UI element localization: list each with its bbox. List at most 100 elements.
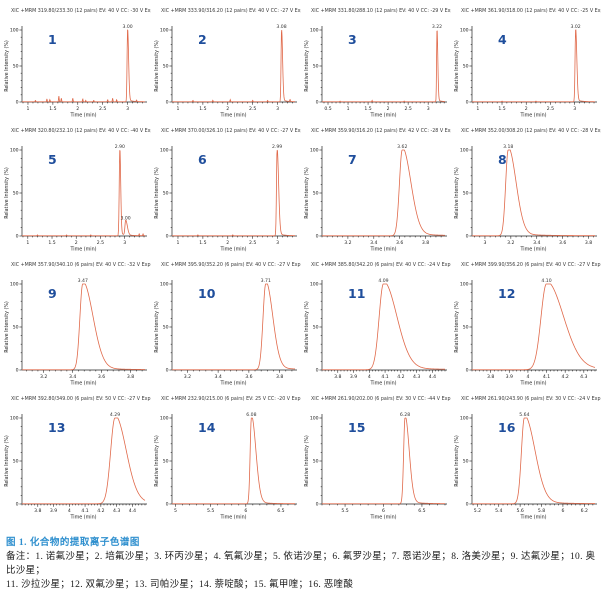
panel-title: XIC +MRM 361.90/318.00 (12 pairs) EV: 40… xyxy=(461,8,601,14)
x-axis-label: Time (min) xyxy=(69,515,96,521)
x-tick-label: 3 xyxy=(276,240,279,246)
x-tick-label: 3.2 xyxy=(40,374,47,380)
x-axis-label: Time (min) xyxy=(519,113,546,119)
x-tick-label: 3.4 xyxy=(69,374,76,380)
x-tick-label: 4.1 xyxy=(543,374,550,380)
x-tick-label: 3.2 xyxy=(184,374,191,380)
chromatogram-trace xyxy=(22,29,145,103)
y-axis-label: Relative Intensity (%) xyxy=(304,167,310,219)
x-tick-label: 5 xyxy=(174,508,177,514)
x-tick-label: 3.9 xyxy=(506,374,513,380)
x-tick-label: 4.4 xyxy=(129,508,136,514)
x-tick-label: 3 xyxy=(276,106,279,112)
x-tick-label: 1.5 xyxy=(498,106,505,112)
x-tick-label: 5.4 xyxy=(495,508,502,514)
x-tick-label: 2 xyxy=(387,106,390,112)
y-tick-label: 50 xyxy=(313,325,319,331)
x-axis-label: Time (min) xyxy=(69,381,96,387)
y-axis-label: Relative Intensity (%) xyxy=(154,301,160,353)
panel-number: 9 xyxy=(48,286,57,301)
chromatogram-trace xyxy=(322,283,445,371)
x-tick-label: 2 xyxy=(525,106,528,112)
figure-note-line2: 11. 沙拉沙星；12. 双氟沙星；13. 司帕沙星；14. 萘啶酸；15. 氟… xyxy=(6,579,354,590)
x-tick-label: 3.8 xyxy=(422,240,429,246)
y-tick-label: 100 xyxy=(160,28,169,34)
chromatogram-trace xyxy=(22,150,145,237)
y-axis-label: Relative Intensity (%) xyxy=(4,167,10,219)
chromatogram-panel: XIC +MRM 385.80/342.20 (6 pairs) EV: 40 … xyxy=(304,262,451,387)
x-axis-label: Time (min) xyxy=(219,113,246,119)
x-tick-label: 4.2 xyxy=(562,374,569,380)
y-tick-label: 50 xyxy=(163,325,169,331)
y-tick-label: 100 xyxy=(10,28,19,34)
y-axis-label: Relative Intensity (%) xyxy=(304,435,310,487)
chromatogram-panel: XIC +MRM 359.90/316.20 (12 pairs) EV: 42… xyxy=(304,128,451,253)
y-tick-label: 100 xyxy=(160,416,169,422)
y-tick-label: 50 xyxy=(313,191,319,197)
x-tick-label: 4.1 xyxy=(381,374,388,380)
x-tick-label: 4.1 xyxy=(81,508,88,514)
peak-time-label: 4.09 xyxy=(378,278,388,284)
x-axis-label: Time (min) xyxy=(369,247,396,253)
x-tick-label: 3.8 xyxy=(127,374,134,380)
chromatogram-panel: XIC +MRM 319.80/233.30 (12 pairs) EV: 40… xyxy=(4,8,151,119)
x-tick-label: 3.4 xyxy=(533,240,540,246)
y-tick-label: 0 xyxy=(316,368,319,374)
chromatogram-panel: XIC +MRM 357.90/340.10 (6 pairs) EV: 40 … xyxy=(4,262,151,387)
y-axis-label: Relative Intensity (%) xyxy=(304,40,310,92)
x-tick-label: 6 xyxy=(561,508,564,514)
x-tick-label: 5.2 xyxy=(474,508,481,514)
x-tick-label: 4.4 xyxy=(429,374,436,380)
x-tick-label: 3.8 xyxy=(334,374,341,380)
y-tick-label: 50 xyxy=(313,64,319,70)
y-axis-label: Relative Intensity (%) xyxy=(154,167,160,219)
y-tick-label: 0 xyxy=(466,502,469,508)
x-tick-label: 4 xyxy=(368,374,371,380)
y-tick-label: 0 xyxy=(316,234,319,240)
x-tick-label: 1.5 xyxy=(48,240,55,246)
y-tick-label: 0 xyxy=(16,100,19,106)
y-tick-label: 50 xyxy=(463,191,469,197)
y-tick-label: 100 xyxy=(460,282,469,288)
x-tick-label: 3.9 xyxy=(350,374,357,380)
y-axis-label: Relative Intensity (%) xyxy=(4,435,10,487)
x-tick-label: 3.2 xyxy=(344,240,351,246)
chromatogram-trace xyxy=(22,417,146,505)
chromatogram-panel: XIC +MRM 333.90/316.20 (12 pairs) EV: 40… xyxy=(154,8,301,119)
x-tick-label: 3.8 xyxy=(487,374,494,380)
x-axis-label: Time (min) xyxy=(219,247,246,253)
figure-caption: 图 1. 化合物的提取离子色谱图 备注：1. 诺氟沙星；2. 培氟沙星；3. 环… xyxy=(0,534,602,592)
panel-title: XIC +MRM 370.00/326.10 (12 pairs) EV: 40… xyxy=(161,128,301,134)
panel-title: XIC +MRM 399.90/356.20 (6 pairs) EV: 40 … xyxy=(461,262,601,268)
y-axis-label: Relative Intensity (%) xyxy=(454,301,460,353)
y-tick-label: 100 xyxy=(160,282,169,288)
x-tick-label: 1.5 xyxy=(49,106,56,112)
panel-title: XIC +MRM 392.80/349.00 (6 pairs) EV: 50 … xyxy=(11,396,151,402)
chromatogram-trace xyxy=(172,29,296,103)
x-tick-label: 3.8 xyxy=(585,240,592,246)
y-axis-label: Relative Intensity (%) xyxy=(454,40,460,92)
x-tick-label: 3.4 xyxy=(214,374,221,380)
x-tick-label: 2 xyxy=(75,240,78,246)
y-tick-label: 50 xyxy=(13,459,19,465)
x-axis-label: Time (min) xyxy=(369,113,396,119)
panel-number: 4 xyxy=(498,32,507,47)
y-axis-label: Relative Intensity (%) xyxy=(454,167,460,219)
y-tick-label: 0 xyxy=(466,100,469,106)
y-tick-label: 100 xyxy=(460,148,469,154)
x-tick-label: 1 xyxy=(347,106,350,112)
x-tick-label: 3 xyxy=(427,106,430,112)
panel-number: 11 xyxy=(348,286,365,301)
peak-time-label: 3.47 xyxy=(78,278,88,284)
panel-title: XIC +MRM 331.80/288.10 (12 pairs) EV: 40… xyxy=(311,8,451,14)
y-tick-label: 50 xyxy=(313,459,319,465)
panel-title: XIC +MRM 319.80/233.30 (12 pairs) EV: 40… xyxy=(11,8,151,14)
y-tick-label: 50 xyxy=(13,64,19,70)
y-tick-label: 0 xyxy=(16,234,19,240)
chromatogram-panel: XIC +MRM 352.00/308.20 (12 pairs) EV: 40… xyxy=(454,128,601,253)
peak-time-label: 3.02 xyxy=(571,24,581,30)
x-tick-label: 2.5 xyxy=(547,106,554,112)
x-tick-label: 4 xyxy=(526,374,529,380)
y-tick-label: 0 xyxy=(166,502,169,508)
